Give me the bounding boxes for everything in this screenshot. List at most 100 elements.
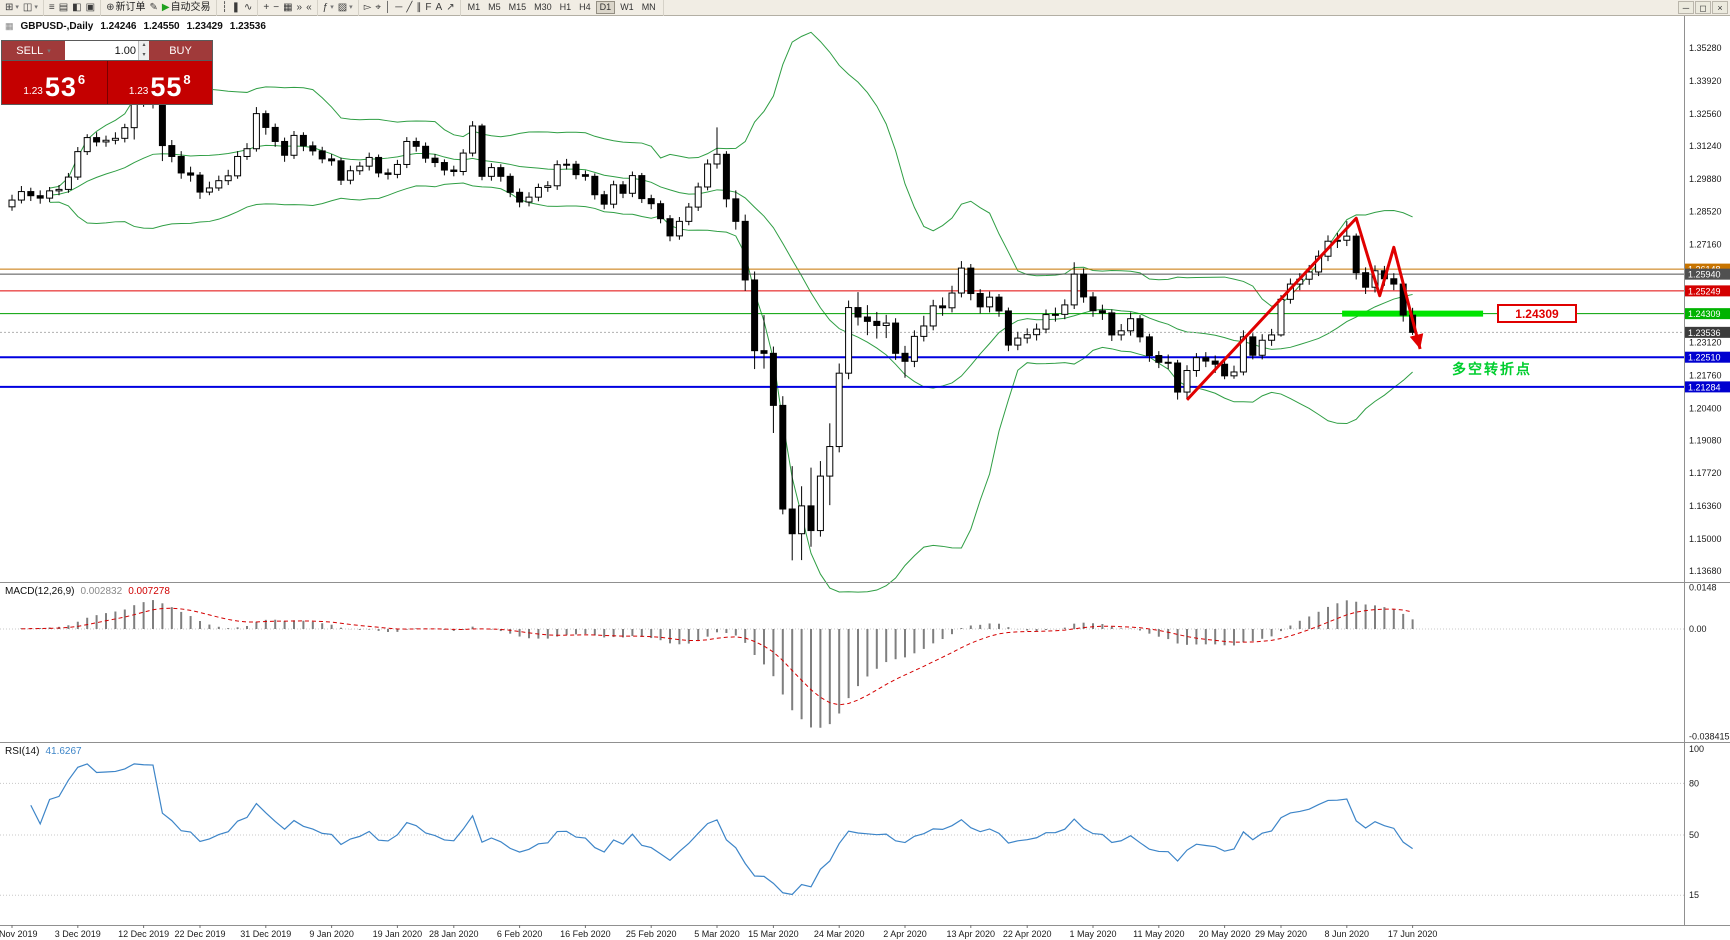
indicators-button[interactable]: ƒ ▾	[321, 1, 336, 15]
volume-field: ▴ ▾	[65, 41, 149, 60]
macd-indicator-name: MACD(12,26,9)	[5, 586, 75, 597]
cursor-button[interactable]: ▻	[362, 1, 374, 15]
chevron-down-icon: ▾	[15, 3, 19, 11]
svg-text:-0.038415: -0.038415	[1689, 732, 1730, 742]
toolbar-group-objects: ▻ ⌖ │ ─ ╱ ∥ F A ↗	[359, 0, 461, 16]
toolbar-group-chart-type: ┆ ❚ ∿	[217, 0, 259, 16]
volume-up-button[interactable]: ▴	[139, 41, 149, 51]
vertical-line-icon: │	[385, 1, 392, 13]
new-order-button[interactable]: ⊕ 新订单	[104, 1, 147, 15]
svg-text:0.0148: 0.0148	[1689, 583, 1717, 593]
svg-text:1.21284: 1.21284	[1688, 382, 1721, 392]
timeframe-m15-button[interactable]: M15	[508, 2, 527, 12]
market-watch-button[interactable]: ≡	[47, 1, 57, 15]
bar-chart-button[interactable]: ┆	[220, 1, 230, 15]
sell-mode-dropdown[interactable]: SELL ▾	[2, 41, 65, 60]
zoom-out-button[interactable]: −	[271, 1, 281, 15]
timeframe-m5-button[interactable]: M5	[488, 2, 501, 12]
templates-button[interactable]: ▨ ▾	[336, 1, 355, 15]
toolbar: ⊞ ▾ ◫ ▾ ≡ ▤ ◧ ▣ ⊕ 新订单 ✎ ▶ 自动交易 ┆ ❚ ∿ + − ▦» «ƒ ▾ ▨ ▾ ▻ ⌖ │ ─ ╱ ∥ F A ↗ M…	[0, 0, 1730, 16]
svg-text:1.29880: 1.29880	[1689, 174, 1722, 184]
trendline-button[interactable]: ╱	[404, 1, 414, 15]
trendline-icon: ╱	[406, 1, 413, 13]
svg-text:1.23120: 1.23120	[1689, 337, 1722, 347]
auto-scroll-button[interactable]: »	[295, 1, 305, 15]
chart-shift-button[interactable]: «	[304, 1, 314, 15]
svg-text:1.25940: 1.25940	[1688, 270, 1721, 280]
ohlc-close: 1.23536	[229, 21, 266, 32]
svg-text:9 Jan 2020: 9 Jan 2020	[309, 929, 354, 939]
chevron-down-icon: ▾	[349, 3, 353, 11]
zoom-out-icon: −	[273, 1, 280, 13]
channel-icon: ∥	[416, 1, 422, 13]
chevron-down-icon: ▾	[34, 3, 38, 11]
channel-button[interactable]: ∥	[414, 1, 423, 15]
arrow-button[interactable]: ↗	[444, 1, 456, 15]
navigator-button[interactable]: ◧	[70, 1, 83, 15]
bid-prefix: 1.23	[23, 86, 43, 97]
toolbar-group-zoom: + − ▦» «	[258, 0, 318, 16]
zoom-in-button[interactable]: +	[261, 1, 271, 15]
svg-text:1 May 2020: 1 May 2020	[1069, 929, 1116, 939]
window-controls: ─ ◻ ×	[1677, 1, 1730, 14]
bid-pipette: 6	[77, 72, 86, 87]
timeframe-d1-button[interactable]: D1	[595, 1, 616, 14]
close-button[interactable]: ×	[1712, 1, 1728, 14]
buy-mode-button[interactable]: BUY	[149, 41, 212, 60]
vertical-line-button[interactable]: │	[383, 1, 393, 15]
profiles-button[interactable]: ◫ ▾	[21, 1, 40, 15]
ask-prefix: 1.23	[128, 86, 149, 97]
svg-text:1.35280: 1.35280	[1689, 43, 1722, 53]
svg-text:20 May 2020: 20 May 2020	[1199, 929, 1251, 939]
restore-button[interactable]: ◻	[1695, 1, 1711, 14]
candlestick-chart-button[interactable]: ❚	[230, 1, 242, 15]
svg-text:1.33920: 1.33920	[1689, 76, 1722, 86]
market-watch-icon: ≡	[48, 1, 55, 13]
volume-down-button[interactable]: ▾	[139, 50, 149, 60]
arrow-icon: ↗	[446, 1, 455, 13]
timeframe-h1-button[interactable]: H1	[559, 2, 572, 12]
price-level-callout: 1.24309	[1497, 304, 1577, 323]
svg-text:24 Mar 2020: 24 Mar 2020	[814, 929, 865, 939]
data-window-button[interactable]: ▤	[57, 1, 70, 15]
svg-text:25 Feb 2020: 25 Feb 2020	[626, 929, 677, 939]
fibonacci-button[interactable]: F	[423, 1, 433, 15]
text-icon: A	[435, 1, 443, 13]
new-chart-button[interactable]: ⊞ ▾	[3, 1, 21, 15]
timeframe-m1-button[interactable]: M1	[467, 2, 481, 12]
metaeditor-icon: ✎	[149, 1, 158, 13]
bar-chart-icon: ┆	[221, 1, 228, 13]
svg-text:1.31240: 1.31240	[1689, 141, 1722, 151]
svg-text:1.23536: 1.23536	[1688, 328, 1721, 338]
svg-text:22 Apr 2020: 22 Apr 2020	[1003, 929, 1052, 939]
svg-text:1.16360: 1.16360	[1689, 501, 1722, 511]
sell-label: SELL	[16, 44, 44, 57]
timeframe-h4-button[interactable]: H4	[579, 2, 591, 12]
chevron-down-icon: ▾	[47, 47, 51, 55]
horizontal-line-button[interactable]: ─	[393, 1, 404, 15]
text-button[interactable]: A	[434, 1, 445, 15]
metaeditor-button[interactable]: ✎	[147, 1, 159, 15]
svg-text:1.19080: 1.19080	[1689, 435, 1722, 445]
sell-price-button[interactable]: 1.23 53 6	[2, 61, 107, 104]
volume-input[interactable]	[65, 44, 138, 57]
svg-text:17 Jun 2020: 17 Jun 2020	[1388, 929, 1438, 939]
buy-price-button[interactable]: 1.23 55 8	[107, 61, 212, 104]
profiles-icon: ◫	[22, 1, 33, 13]
timeframe-m30-button[interactable]: M30	[534, 2, 552, 12]
autotrade-button[interactable]: ▶ 自动交易	[160, 1, 213, 15]
chart-shift-icon: «	[306, 1, 312, 13]
crosshair-button[interactable]: ⌖	[373, 1, 383, 15]
minimize-button[interactable]: ─	[1678, 1, 1694, 14]
new-chart-icon: ⊞	[5, 1, 14, 13]
tile-windows-button[interactable]: ▦	[281, 1, 294, 15]
terminal-button[interactable]: ▣	[84, 1, 97, 15]
line-chart-button[interactable]: ∿	[242, 1, 254, 15]
svg-text:24 Nov 2019: 24 Nov 2019	[0, 929, 38, 939]
ask-big-digits: 55	[150, 72, 183, 102]
svg-text:29 May 2020: 29 May 2020	[1255, 929, 1307, 939]
timeframe-w1-button[interactable]: W1	[620, 2, 634, 12]
timeframe-mn-button[interactable]: MN	[641, 2, 656, 12]
auto-scroll-icon: »	[296, 1, 303, 13]
